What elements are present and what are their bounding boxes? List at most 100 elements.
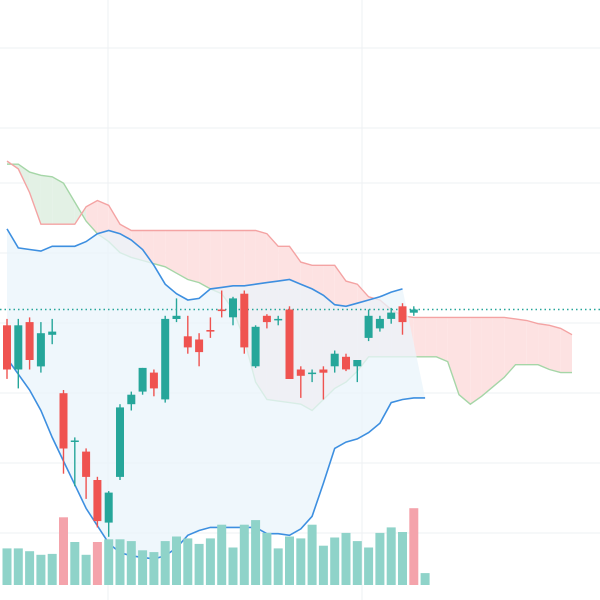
candle xyxy=(330,350,339,373)
candle xyxy=(14,318,23,389)
candle xyxy=(251,325,260,368)
cloud-segment xyxy=(492,317,505,387)
cloud-span-b-line xyxy=(6,160,573,336)
candle xyxy=(195,333,204,367)
candle xyxy=(149,369,158,397)
candle-body xyxy=(149,372,158,389)
candle-body xyxy=(240,293,249,348)
candle-body xyxy=(285,309,294,379)
volume-bar xyxy=(160,541,170,585)
cloud-segment xyxy=(165,230,177,274)
cloud-segment xyxy=(549,325,561,373)
candle-body xyxy=(3,325,11,370)
volume-bar xyxy=(104,539,114,585)
volume-bar xyxy=(318,545,328,585)
cloud-segment xyxy=(515,318,527,365)
candle xyxy=(342,353,350,372)
volume-bar xyxy=(330,537,340,585)
volume-bar xyxy=(409,508,419,585)
cloud-segment xyxy=(526,320,539,365)
volume-bar xyxy=(25,551,35,585)
candle-body xyxy=(375,318,384,329)
candle xyxy=(217,290,226,318)
candle-body xyxy=(161,318,170,400)
volume-bar xyxy=(47,553,57,585)
candle-body xyxy=(364,315,373,338)
volume-bar xyxy=(364,547,374,585)
candle-body xyxy=(217,309,226,312)
candle xyxy=(240,290,249,354)
cloud-segment xyxy=(413,317,426,357)
candle xyxy=(36,322,45,373)
candle-body xyxy=(262,315,271,323)
cloud-segment xyxy=(210,230,222,294)
volume-bar xyxy=(341,532,351,585)
volume-bar xyxy=(398,532,407,585)
candle-body xyxy=(25,322,34,360)
volume-bar xyxy=(285,536,294,585)
candle xyxy=(183,315,192,354)
candle xyxy=(25,317,34,370)
candle xyxy=(274,315,283,326)
cloud-segment xyxy=(459,317,471,405)
cloud-segment xyxy=(63,183,75,225)
candle xyxy=(127,391,136,411)
volume-bar xyxy=(36,554,46,585)
candles xyxy=(3,290,418,537)
volume-bar xyxy=(183,538,193,585)
volume-bar xyxy=(273,548,283,585)
candle xyxy=(353,360,362,383)
candle-body xyxy=(36,333,45,367)
volume-bar xyxy=(375,532,385,585)
candle xyxy=(206,317,215,338)
candle xyxy=(59,390,68,474)
candle xyxy=(138,367,147,395)
cloud-segment xyxy=(86,200,98,234)
candle xyxy=(229,296,237,326)
candle-body xyxy=(70,440,79,442)
candle-body xyxy=(82,451,91,477)
bollinger-fill xyxy=(7,228,426,559)
candle xyxy=(375,315,384,332)
candle-body xyxy=(14,325,23,370)
volume-bar xyxy=(205,538,215,585)
volume-bar xyxy=(239,524,249,585)
candle xyxy=(93,476,102,528)
candle-body xyxy=(296,369,305,376)
volume-bar xyxy=(352,541,362,585)
volume-bar xyxy=(262,532,272,585)
bollinger-lower-line xyxy=(6,357,426,560)
candle-body xyxy=(229,298,237,318)
candle-body xyxy=(353,360,362,367)
candle-body xyxy=(409,309,418,313)
candle xyxy=(319,366,328,400)
volume-bar xyxy=(251,520,261,585)
candle-body xyxy=(138,367,147,392)
candle-body xyxy=(387,312,396,319)
candle-body xyxy=(206,330,215,332)
cloud-segment xyxy=(447,317,459,395)
candle-body xyxy=(195,339,204,353)
candle-body xyxy=(319,369,328,373)
volume-bar xyxy=(194,543,204,585)
candle xyxy=(82,448,91,499)
candle-body xyxy=(59,393,68,449)
bollinger-upper-line xyxy=(6,228,403,308)
candle-body xyxy=(93,480,102,522)
cloud-segment xyxy=(470,317,482,405)
candle-body xyxy=(127,394,136,405)
volume-bar xyxy=(172,536,181,585)
candle xyxy=(3,318,11,379)
cloud-segment xyxy=(153,230,166,267)
volume-bar xyxy=(70,542,80,585)
cloud-segment xyxy=(504,317,516,378)
candle xyxy=(364,309,373,342)
candle xyxy=(398,303,407,335)
candle xyxy=(48,318,57,345)
candle-body xyxy=(172,315,181,319)
volume-bar xyxy=(217,524,227,585)
cloud-segment xyxy=(560,328,572,373)
candle-body xyxy=(398,306,407,323)
